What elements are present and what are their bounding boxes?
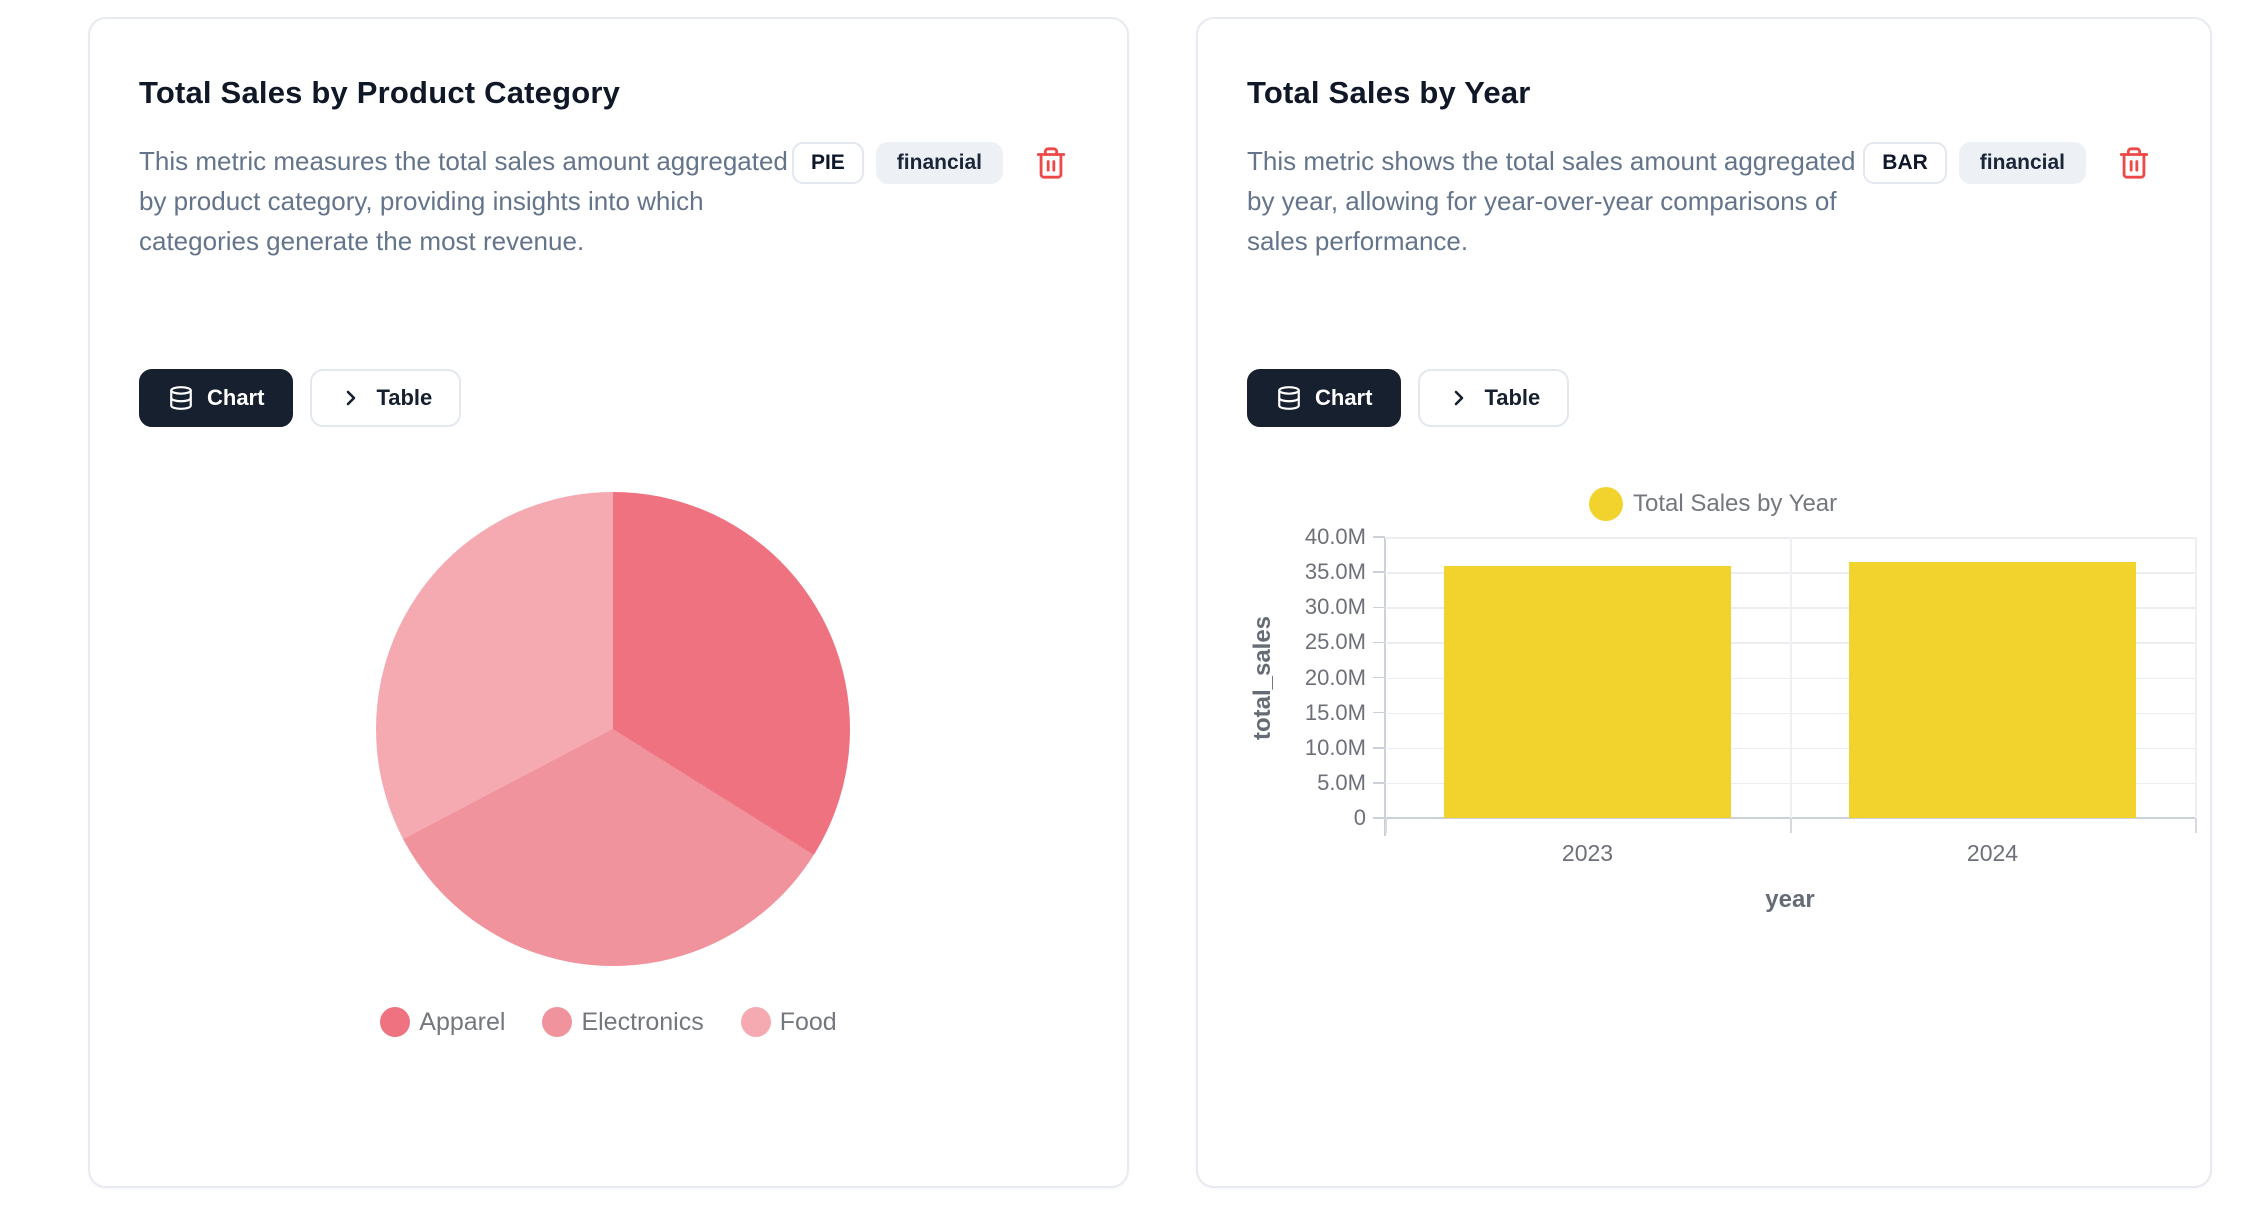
y-axis-tick-label: 20.0M xyxy=(1304,664,1366,690)
delete-metric-button[interactable] xyxy=(2116,143,2152,183)
chart-type-badge: PIE xyxy=(791,142,864,184)
category-splitline xyxy=(2195,537,2197,818)
bar-chart: total_sales year 40.0M 35.0M 30.0M 25.0M 20.… xyxy=(1249,524,2197,913)
table-tab-label: Table xyxy=(1484,385,1541,410)
y-axis-tick xyxy=(1373,817,1385,819)
metric-card-bar: Total Sales by Year This metric shows th… xyxy=(1196,17,2212,1188)
category-tag-badge: financial xyxy=(1958,142,2086,184)
y-axis-line xyxy=(1384,537,1386,836)
y-axis-tick xyxy=(1373,782,1385,784)
legend-marker-icon xyxy=(740,1007,771,1037)
bar-chart-legend[interactable]: Total Sales by Year xyxy=(1589,487,1837,521)
view-toggle: Chart Table xyxy=(139,369,462,427)
database-icon xyxy=(168,385,194,411)
badge-row: PIE financial xyxy=(791,142,1069,184)
legend-label: Food xyxy=(779,1007,837,1036)
y-axis-tick-label: 40.0M xyxy=(1304,524,1366,549)
table-tab-label: Table xyxy=(376,385,433,410)
chevron-right-icon xyxy=(339,386,363,410)
table-tab-button[interactable]: Table xyxy=(310,369,462,427)
y-axis-tick-label: 30.0M xyxy=(1304,594,1366,620)
y-axis-tick-label: 0 xyxy=(1353,805,1366,830)
y-axis-tick-label: 10.0M xyxy=(1304,734,1366,760)
legend-label: Apparel xyxy=(419,1007,506,1036)
metric-card-pie: Total Sales by Product Category This met… xyxy=(88,17,1129,1188)
y-axis-tick xyxy=(1373,711,1385,714)
database-icon xyxy=(1276,385,1302,411)
view-toggle: Chart Table xyxy=(1247,369,1570,427)
bar-2023[interactable] xyxy=(1443,565,1732,818)
category-splitline xyxy=(1790,537,1792,818)
chart-tab-button[interactable]: Chart xyxy=(1247,369,1402,427)
x-axis-title: year xyxy=(1765,886,1815,913)
table-tab-button[interactable]: Table xyxy=(1418,369,1570,427)
pie-legend-item[interactable]: Electronics xyxy=(542,1007,704,1037)
category-tag-badge: financial xyxy=(875,142,1003,184)
card-title: Total Sales by Year xyxy=(1247,75,1531,110)
chart-tab-label: Chart xyxy=(1315,385,1373,410)
card-description: This metric shows the total sales amount… xyxy=(1247,146,1856,256)
y-axis-tick xyxy=(1373,571,1385,573)
chevron-right-icon xyxy=(1447,386,1471,410)
bar-2024[interactable] xyxy=(1848,561,2137,818)
y-axis-tick-label: 25.0M xyxy=(1304,629,1366,655)
y-axis-tick-label: 35.0M xyxy=(1304,559,1366,585)
y-axis-tick-label: 15.0M xyxy=(1304,699,1366,725)
legend-label: Electronics xyxy=(581,1007,704,1036)
chart-tab-label: Chart xyxy=(207,385,265,410)
y-axis-tick-label: 5.0M xyxy=(1317,769,1366,795)
x-axis-tick-label: 2023 xyxy=(1561,840,1614,866)
card-title: Total Sales by Product Category xyxy=(139,75,621,110)
legend-marker-icon xyxy=(380,1007,411,1037)
badge-row: BAR financial xyxy=(1863,142,2152,184)
pie-legend-item[interactable]: Apparel xyxy=(380,1007,505,1037)
x-axis-tick-label: 2024 xyxy=(1966,840,2019,866)
y-axis-tick xyxy=(1373,641,1385,644)
y-axis-tick xyxy=(1373,676,1385,679)
y-axis-tick xyxy=(1373,536,1385,538)
pie-legend: Apparel Electronics Food xyxy=(90,1007,1127,1037)
y-axis-tick xyxy=(1373,747,1385,749)
legend-marker-icon xyxy=(542,1007,573,1037)
trash-icon xyxy=(2117,144,2151,182)
legend-label: Total Sales by Year xyxy=(1633,490,1838,517)
legend-marker-icon xyxy=(1589,487,1623,521)
card-description: This metric measures the total sales amo… xyxy=(139,146,788,256)
delete-metric-button[interactable] xyxy=(1033,143,1069,183)
y-axis-tick xyxy=(1373,606,1385,608)
pie-chart[interactable] xyxy=(376,492,850,966)
trash-icon xyxy=(1034,144,1068,182)
chart-type-badge: BAR xyxy=(1863,142,1947,184)
x-axis-tick xyxy=(1385,818,1387,833)
pie-legend-item[interactable]: Food xyxy=(740,1007,837,1037)
x-axis-tick xyxy=(2195,818,2197,833)
x-axis-tick xyxy=(1790,818,1792,833)
chart-tab-button[interactable]: Chart xyxy=(139,369,294,427)
